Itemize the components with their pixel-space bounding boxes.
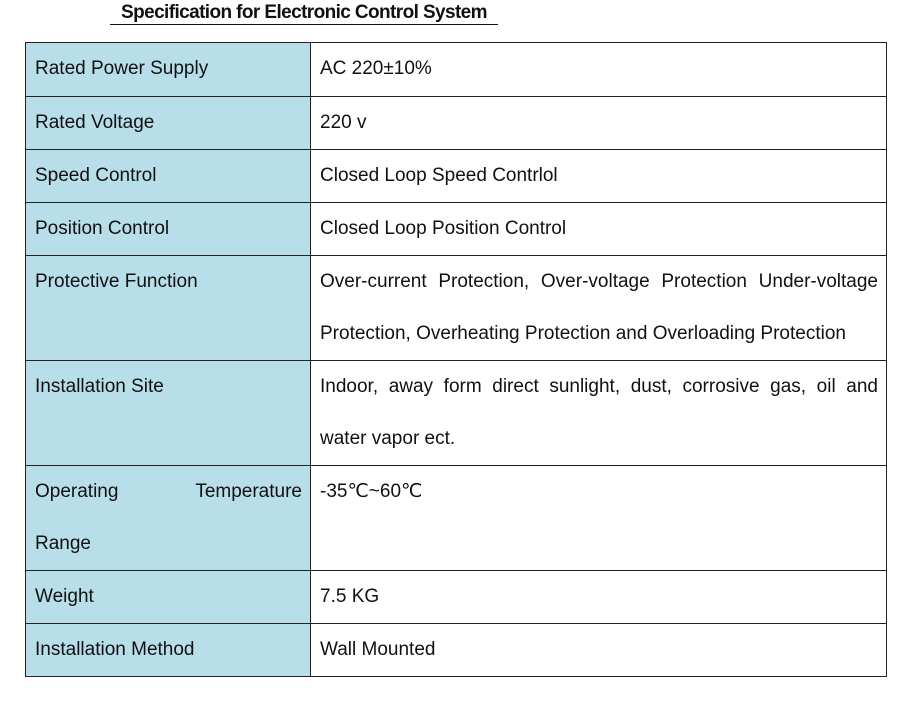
spec-value-line: Protection, Overheating Protection and O… xyxy=(320,323,846,344)
table-row: Operating Temperature Range -35℃~60℃ xyxy=(25,465,887,571)
table-row: Protective Function Over-current Protect… xyxy=(25,255,887,361)
spec-label: Rated Power Supply xyxy=(25,42,311,97)
spec-label: Weight xyxy=(25,570,311,624)
spec-label: Protective Function xyxy=(25,255,311,361)
spec-value-text: AC 220±10% xyxy=(320,58,432,79)
table-row: Installation Site Indoor, away form dire… xyxy=(25,360,887,466)
spec-value-text: Closed Loop Position Control xyxy=(320,218,567,239)
spec-label: Position Control xyxy=(25,202,311,256)
spec-value-text: -35℃~60℃ xyxy=(320,481,423,502)
spec-value: Closed Loop Position Control xyxy=(310,202,887,256)
spec-value: 220 v xyxy=(310,96,887,150)
spec-value: Over-current Protection, Over-voltage Pr… xyxy=(310,255,887,361)
spec-label-text: Installation Site xyxy=(35,376,164,397)
spec-label: Installation Site xyxy=(25,360,311,466)
spec-label: Operating Temperature Range xyxy=(25,465,311,571)
table-row: Installation Method Wall Mounted xyxy=(25,623,887,677)
spec-label-text: Speed Control xyxy=(35,165,157,186)
table-row: Position Control Closed Loop Position Co… xyxy=(25,202,887,256)
spec-value-text: Wall Mounted xyxy=(320,639,436,660)
spec-label: Rated Voltage xyxy=(25,96,311,150)
spec-value: Indoor, away form direct sunlight, dust,… xyxy=(310,360,887,466)
table-row: Rated Voltage 220 v xyxy=(25,96,887,150)
spec-value: -35℃~60℃ xyxy=(310,465,887,571)
spec-value: AC 220±10% xyxy=(310,42,887,97)
spec-value-text: 220 v xyxy=(320,112,367,133)
specification-table: Rated Power Supply AC 220±10% Rated Volt… xyxy=(25,42,887,677)
spec-value: Wall Mounted xyxy=(310,623,887,677)
spec-value-text: Closed Loop Speed Contrlol xyxy=(320,165,558,186)
spec-value: 7.5 KG xyxy=(310,570,887,624)
document-title: Specification for Electronic Control Sys… xyxy=(110,1,498,25)
spec-label: Speed Control xyxy=(25,149,311,203)
spec-value-line: water vapor ect. xyxy=(320,428,456,449)
spec-label-text: Position Control xyxy=(35,218,170,239)
spec-label: Installation Method xyxy=(25,623,311,677)
spec-label-text: Rated Power Supply xyxy=(35,58,209,79)
table-row: Speed Control Closed Loop Speed Contrlol xyxy=(25,149,887,203)
spec-value: Closed Loop Speed Contrlol xyxy=(310,149,887,203)
spec-value-text: 7.5 KG xyxy=(320,586,380,607)
spec-label-text: Installation Method xyxy=(35,639,195,660)
spec-value-line: Indoor, away form direct sunlight, dust,… xyxy=(320,376,878,397)
spec-label-text: Weight xyxy=(35,586,94,607)
spec-label-line: Range xyxy=(35,533,91,554)
spec-label-text: Rated Voltage xyxy=(35,112,155,133)
spec-value-line: Over-current Protection, Over-voltage Pr… xyxy=(320,271,878,292)
spec-label-line: Operating Temperature xyxy=(35,481,302,502)
table-row: Rated Power Supply AC 220±10% xyxy=(25,42,887,97)
spec-label-text: Protective Function xyxy=(35,271,198,292)
table-row: Weight 7.5 KG xyxy=(25,570,887,624)
